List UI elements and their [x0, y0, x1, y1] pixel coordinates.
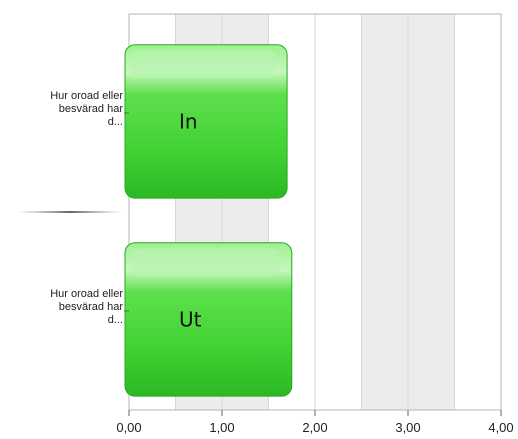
- bar-highlight: [131, 248, 280, 277]
- x-tick-label: 0,00: [116, 420, 141, 435]
- x-tick-label: 3,00: [395, 420, 420, 435]
- category-separator: [18, 211, 122, 213]
- bars: In Ut: [124, 44, 293, 397]
- bar-label: In: [179, 109, 198, 133]
- bar: [124, 44, 288, 199]
- category-label-line: Hur oroad eller: [50, 90, 123, 102]
- category-label-line: besvärad har: [59, 301, 124, 313]
- category-label-line: besvärad har: [59, 103, 124, 115]
- x-tick-label: 4,00: [488, 420, 513, 435]
- category-label-line: d...: [108, 116, 123, 128]
- x-tick-label: 2,00: [302, 420, 327, 435]
- x-tick-label: 1,00: [209, 420, 234, 435]
- bar: [124, 242, 293, 397]
- bar-label: Ut: [179, 307, 202, 331]
- category-label-line: d...: [108, 314, 123, 326]
- category-separators: [18, 211, 122, 213]
- category-label-line: Hur oroad eller: [50, 288, 123, 300]
- x-axis: 0,00 1,00 2,00 3,00 4,00: [116, 410, 514, 435]
- bar-highlight: [131, 50, 276, 79]
